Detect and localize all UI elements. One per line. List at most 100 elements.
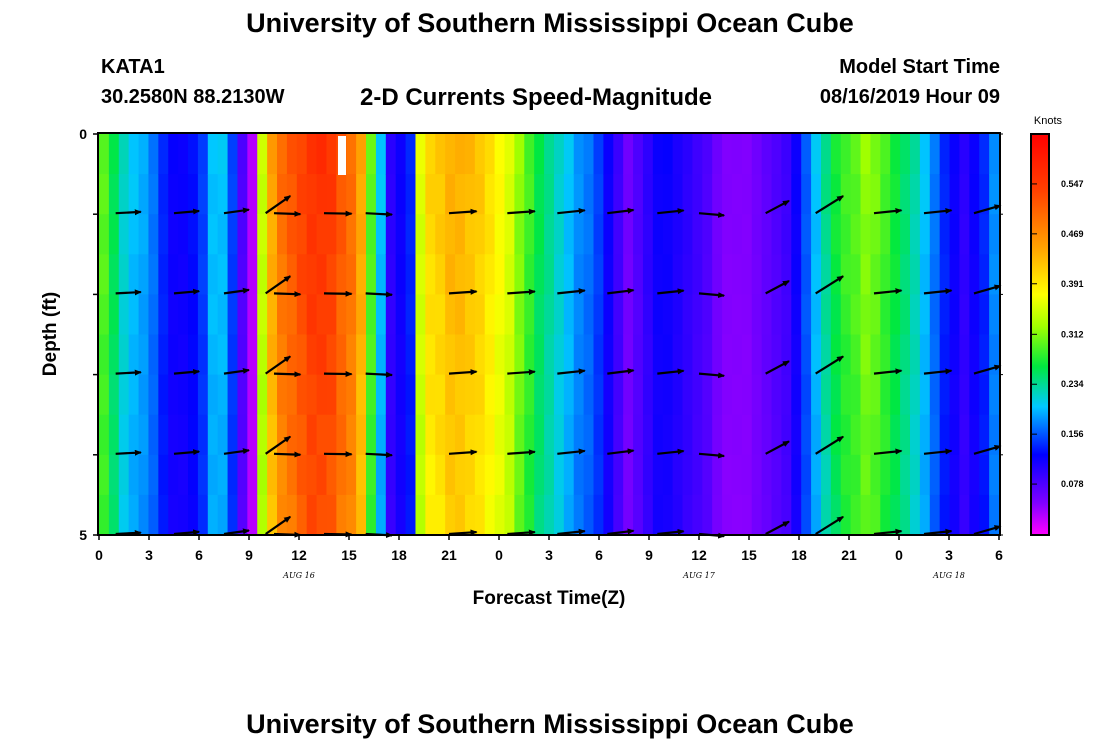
heatmap-cell (227, 414, 239, 456)
heatmap-cell (553, 294, 565, 336)
heatmap-cell (801, 294, 812, 336)
heatmap-cell (474, 254, 486, 295)
heatmap-cell (850, 494, 862, 536)
heatmap-cell (464, 454, 476, 496)
heatmap-cell (544, 414, 555, 456)
heatmap-cell (445, 414, 456, 456)
heatmap-cell (722, 134, 733, 175)
heatmap-cell (247, 174, 258, 215)
heatmap-cell (702, 214, 713, 255)
heatmap-cell (415, 334, 426, 376)
heatmap-cell (989, 254, 1000, 295)
heatmap-cell (860, 294, 872, 336)
heatmap-cell (227, 294, 239, 336)
heatmap-cell (346, 174, 357, 215)
heatmap-cell (741, 374, 753, 416)
heatmap-cell (929, 214, 941, 255)
date-label: AUG 16 (282, 571, 315, 580)
heatmap-cell (385, 294, 397, 336)
heatmap-cell (395, 334, 407, 376)
heatmap-cell (949, 294, 961, 336)
heatmap-cell (445, 294, 456, 336)
heatmap-cell (900, 174, 911, 215)
current-vector (223, 207, 250, 215)
heatmap-cell (662, 454, 674, 496)
heatmap-cell (346, 214, 357, 255)
missing-data-mark (338, 136, 346, 175)
heatmap-cell (484, 214, 496, 255)
heatmap-cell (375, 214, 387, 255)
heatmap-cell (375, 334, 387, 376)
heatmap-cell (138, 174, 150, 215)
heatmap-cell (563, 374, 575, 416)
heatmap-cell (751, 414, 763, 456)
heatmap-cell (178, 214, 189, 255)
heatmap-cell (603, 254, 614, 295)
heatmap-cell (277, 334, 288, 376)
heatmap-cell (207, 254, 219, 295)
current-vector (815, 275, 844, 295)
heatmap-cell (138, 454, 150, 496)
heatmap-cell (405, 454, 417, 496)
heatmap-cell (801, 174, 812, 215)
heatmap-cell (761, 254, 773, 295)
heatmap-cell (979, 494, 990, 536)
heatmap-cell (890, 214, 901, 255)
heatmap-cell (405, 494, 417, 536)
heatmap-cell (781, 454, 792, 496)
heatmap-cell (148, 174, 159, 215)
heatmap-cell (494, 174, 506, 215)
heatmap-cell (524, 494, 535, 536)
heatmap-cell (642, 334, 654, 376)
heatmap-cell (306, 494, 318, 536)
heatmap-cell (989, 374, 1000, 416)
heatmap-cell (504, 214, 515, 255)
heatmap-cell (623, 374, 634, 416)
heatmap-cell (830, 494, 842, 536)
heatmap-cell (138, 374, 150, 416)
current-vector (448, 288, 478, 295)
heatmap-cell (128, 414, 140, 456)
heatmap-cell (524, 134, 535, 175)
heatmap-cell (662, 494, 674, 536)
heatmap-cell (207, 334, 219, 376)
heatmap-cell (425, 174, 436, 215)
heatmap-cell (435, 174, 446, 215)
current-vector (273, 451, 302, 458)
heatmap-cell (682, 174, 694, 215)
heatmap-cell (237, 374, 248, 416)
heatmap-cell (781, 414, 792, 456)
heatmap-cell (969, 294, 980, 336)
heatmap-cell (257, 294, 268, 336)
heatmap-cell (642, 414, 654, 456)
heatmap-cell (188, 174, 199, 215)
heatmap-cell (989, 174, 1000, 215)
heatmap-cell (524, 334, 535, 376)
heatmap-cell (761, 294, 773, 336)
heatmap-cell (267, 294, 278, 336)
heatmap-cell (534, 414, 545, 456)
heatmap-cell (563, 294, 575, 336)
heatmap-cell (118, 214, 130, 255)
heatmap-cell (316, 414, 328, 456)
heatmap-cell (425, 134, 436, 175)
heatmap-cell (969, 214, 980, 255)
heatmap-cell (583, 414, 595, 456)
heatmap-cell (445, 214, 456, 255)
heatmap-cell (820, 134, 832, 175)
heatmap-cell (603, 414, 614, 456)
heatmap-cell (158, 454, 169, 496)
heatmap-cell (751, 374, 763, 416)
heatmap-cell (820, 334, 832, 376)
heatmap-cell (217, 374, 229, 416)
heatmap-cell (158, 214, 169, 255)
heatmap-cell (781, 214, 792, 255)
heatmap-cell (217, 334, 229, 376)
heatmap-cell (336, 214, 347, 255)
heatmap-cell (494, 494, 506, 536)
heatmap-cell (900, 294, 911, 336)
heatmap-cell (99, 134, 110, 175)
heatmap-cell (811, 294, 822, 336)
heatmap-cell (138, 214, 150, 255)
current-vector (265, 355, 292, 375)
